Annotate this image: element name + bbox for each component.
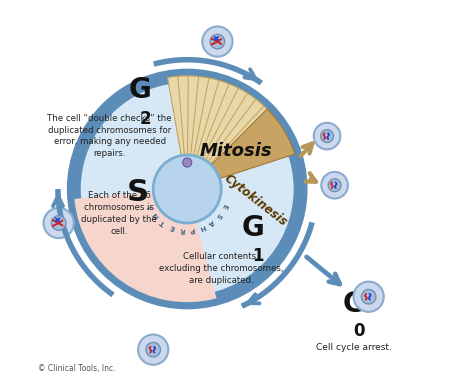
Text: E: E [169, 223, 176, 231]
Circle shape [74, 76, 301, 302]
Circle shape [210, 34, 225, 49]
Circle shape [321, 130, 333, 143]
Circle shape [153, 155, 221, 223]
Circle shape [51, 216, 66, 230]
Circle shape [138, 335, 168, 365]
Text: G: G [129, 76, 151, 104]
Circle shape [314, 123, 340, 149]
Wedge shape [167, 76, 271, 189]
Text: N: N [152, 211, 160, 219]
Text: S: S [215, 211, 223, 219]
Circle shape [146, 342, 161, 357]
Circle shape [183, 158, 192, 167]
Text: S: S [127, 178, 149, 207]
Wedge shape [74, 189, 216, 302]
Text: 0: 0 [353, 322, 364, 341]
Text: H: H [198, 223, 206, 231]
Text: E: E [220, 203, 228, 210]
Circle shape [361, 290, 376, 304]
Text: Cytokinesis: Cytokinesis [221, 172, 289, 229]
Text: A: A [207, 218, 215, 226]
Text: Mitosis: Mitosis [200, 142, 273, 160]
Text: I: I [147, 204, 153, 209]
Circle shape [44, 208, 74, 238]
Circle shape [202, 26, 233, 57]
Text: T: T [159, 218, 167, 226]
Text: Cell cycle arrest.: Cell cycle arrest. [315, 343, 392, 352]
Text: G: G [242, 214, 265, 242]
Text: 1: 1 [252, 247, 264, 265]
Circle shape [328, 179, 341, 192]
Text: 2: 2 [140, 110, 152, 128]
Circle shape [354, 282, 384, 312]
Text: R: R [179, 226, 185, 233]
Circle shape [321, 172, 348, 198]
Text: Cellular contents,
excluding the chromosomes,
are duplicated.: Cellular contents, excluding the chromos… [159, 252, 284, 285]
Text: Each of the 46
chromosomes is
duplicated by the
cell.: Each of the 46 chromosomes is duplicated… [81, 191, 157, 236]
Text: © Clinical Tools, Inc.: © Clinical Tools, Inc. [38, 364, 115, 373]
Wedge shape [187, 109, 295, 189]
Text: G: G [342, 290, 365, 318]
Text: P: P [189, 226, 195, 233]
Text: The cell “double checks” the
duplicated chromosomes for
error, making any needed: The cell “double checks” the duplicated … [47, 114, 172, 158]
